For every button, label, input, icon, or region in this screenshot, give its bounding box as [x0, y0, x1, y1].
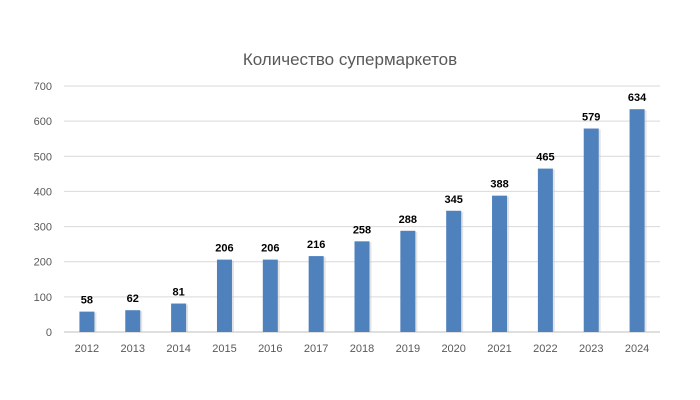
y-tick-label: 0 [46, 327, 52, 339]
y-tick-label: 400 [34, 186, 52, 198]
data-label: 258 [353, 224, 371, 236]
bar [216, 259, 232, 332]
bar [583, 128, 599, 332]
data-label: 62 [127, 293, 139, 305]
y-tick-label: 300 [34, 222, 52, 234]
bar [354, 241, 370, 332]
data-label: 345 [445, 194, 463, 206]
y-tick-label: 600 [34, 116, 52, 128]
x-tick-label: 2017 [304, 343, 328, 355]
x-tick-label: 2016 [258, 343, 282, 355]
x-tick-label: 2023 [579, 343, 603, 355]
bar [400, 230, 416, 332]
data-label: 206 [261, 243, 279, 255]
bar [262, 259, 278, 332]
data-label: 579 [582, 112, 600, 124]
y-tick-label: 500 [34, 151, 52, 163]
x-tick-label: 2015 [212, 343, 236, 355]
x-axis-ticks: 2012 2013 2014 2015 2016 2017 2018 2019 2020 2021… [75, 343, 650, 355]
data-label: 206 [215, 243, 233, 255]
data-label: 58 [81, 295, 93, 307]
bars [79, 109, 647, 333]
data-label: 465 [536, 152, 554, 164]
bar [125, 310, 141, 332]
chart-title: Количество супермаркетов [243, 50, 457, 69]
data-label: 634 [628, 92, 647, 104]
x-tick-label: 2021 [487, 343, 511, 355]
bar [537, 168, 553, 332]
x-tick-label: 2018 [350, 343, 374, 355]
data-label: 388 [490, 179, 508, 191]
x-tick-label: 2012 [75, 343, 99, 355]
x-tick-label: 2022 [533, 343, 557, 355]
x-tick-label: 2014 [166, 343, 190, 355]
bar [308, 256, 324, 332]
bar [171, 303, 187, 332]
data-label: 288 [399, 214, 417, 226]
x-tick-label: 2013 [121, 343, 145, 355]
data-labels: 58 62 81 206 206 216 258 288 345 388 465 579 634 [81, 92, 647, 306]
bar [492, 195, 508, 332]
bar [629, 109, 645, 333]
y-tick-label: 200 [34, 257, 52, 269]
x-tick-label: 2020 [441, 343, 465, 355]
bar [446, 210, 462, 332]
x-tick-label: 2019 [396, 343, 420, 355]
y-tick-label: 700 [34, 81, 52, 93]
x-tick-label: 2024 [625, 343, 649, 355]
y-tick-label: 100 [34, 292, 52, 304]
data-label: 216 [307, 239, 325, 251]
bar [79, 311, 95, 332]
y-axis-ticks: 0 100 200 300 400 500 600 700 [34, 81, 52, 339]
data-label: 81 [172, 287, 184, 299]
